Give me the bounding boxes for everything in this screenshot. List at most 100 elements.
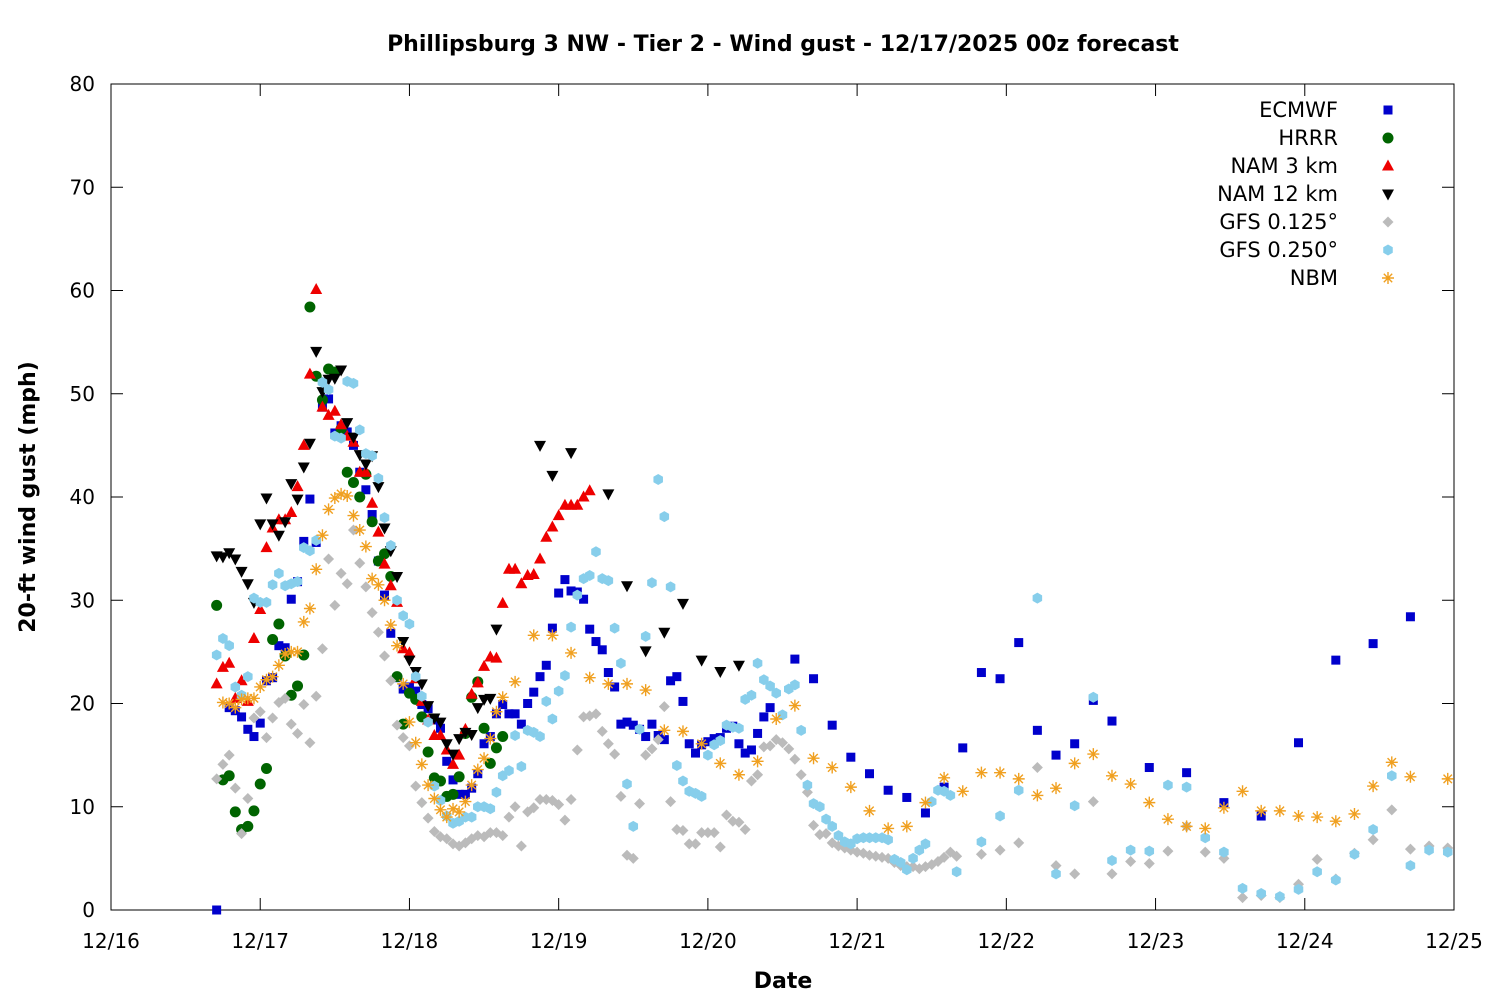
data-point [733, 816, 745, 828]
data-point [616, 657, 626, 669]
data-point [348, 377, 359, 389]
data-point [310, 346, 323, 358]
data-point [753, 728, 763, 738]
data-point [291, 494, 304, 506]
data-point [230, 681, 241, 693]
data-point [267, 579, 278, 591]
data-point [938, 771, 951, 784]
data-point [311, 534, 321, 546]
data-point [223, 770, 235, 782]
data-point [397, 637, 410, 649]
data-point [541, 660, 551, 670]
data-point [583, 671, 596, 684]
y-tick-label: 30 [70, 588, 95, 612]
data-point [299, 536, 309, 546]
data-point [622, 717, 632, 727]
data-point [1312, 866, 1322, 878]
data-point [634, 798, 646, 810]
data-point [465, 687, 478, 699]
data-point [609, 622, 620, 634]
data-point [403, 655, 416, 667]
data-point [764, 740, 776, 752]
data-point [639, 646, 652, 658]
data-point [328, 373, 341, 385]
data-point [316, 529, 329, 542]
data-point [1217, 801, 1230, 814]
data-point [628, 720, 638, 730]
data-point [465, 779, 478, 792]
x-tick-label: 12/20 [679, 929, 737, 953]
data-point [353, 524, 366, 537]
data-point [571, 744, 583, 756]
data-point [490, 624, 503, 636]
data-point [902, 864, 912, 876]
data-point [235, 693, 248, 706]
data-point [938, 851, 950, 863]
data-point [882, 822, 895, 835]
data-point [1069, 800, 1080, 812]
legend-label: GFS 0.125° [1219, 210, 1338, 234]
data-point [237, 712, 247, 722]
data-point [372, 482, 385, 494]
data-point [490, 742, 502, 754]
data-point [640, 630, 651, 642]
data-point [379, 512, 390, 524]
data-point [310, 282, 323, 294]
data-point [497, 731, 509, 743]
data-point [490, 651, 503, 663]
data-point [535, 731, 545, 743]
data-point [883, 834, 893, 846]
data-point [465, 729, 478, 741]
legend-label: NAM 12 km [1217, 182, 1338, 206]
data-point [809, 674, 819, 684]
series-nam-12-km [210, 346, 745, 761]
data-point [341, 418, 354, 430]
data-point [434, 803, 447, 816]
data-point [833, 830, 844, 842]
data-point [523, 699, 533, 708]
data-point [441, 833, 453, 845]
data-point [615, 790, 627, 802]
data-point [1107, 854, 1117, 866]
data-point [616, 719, 626, 729]
data-point [440, 811, 453, 824]
data-point [323, 553, 335, 565]
data-point [846, 752, 856, 762]
data-point [485, 803, 496, 815]
data-point [759, 712, 769, 722]
data-point [1256, 887, 1266, 899]
data-point [746, 689, 757, 701]
data-point [801, 786, 813, 798]
x-tick-label: 12/24 [1276, 929, 1334, 953]
data-point [602, 738, 614, 750]
data-point [372, 525, 385, 537]
data-point [415, 758, 428, 771]
data-point [591, 546, 601, 558]
data-point [366, 572, 379, 585]
data-point [695, 737, 708, 750]
data-point [1292, 810, 1305, 823]
data-point [553, 799, 565, 811]
data-point [1163, 779, 1173, 791]
data-point [585, 624, 595, 634]
data-point [590, 708, 602, 720]
data-point [484, 827, 496, 839]
data-point [484, 757, 496, 769]
data-point [714, 841, 726, 853]
data-point [385, 675, 397, 687]
data-point [547, 623, 557, 633]
data-point [709, 734, 719, 744]
data-point [1367, 834, 1379, 846]
data-point [510, 730, 520, 742]
data-point [322, 408, 335, 420]
data-point [1087, 796, 1099, 808]
data-point [403, 716, 416, 729]
data-point [920, 838, 931, 850]
data-point [547, 713, 558, 725]
data-point [1068, 757, 1081, 770]
data-point [1385, 756, 1398, 769]
data-point [640, 749, 652, 761]
data-point [417, 690, 427, 702]
data-point [647, 577, 657, 589]
